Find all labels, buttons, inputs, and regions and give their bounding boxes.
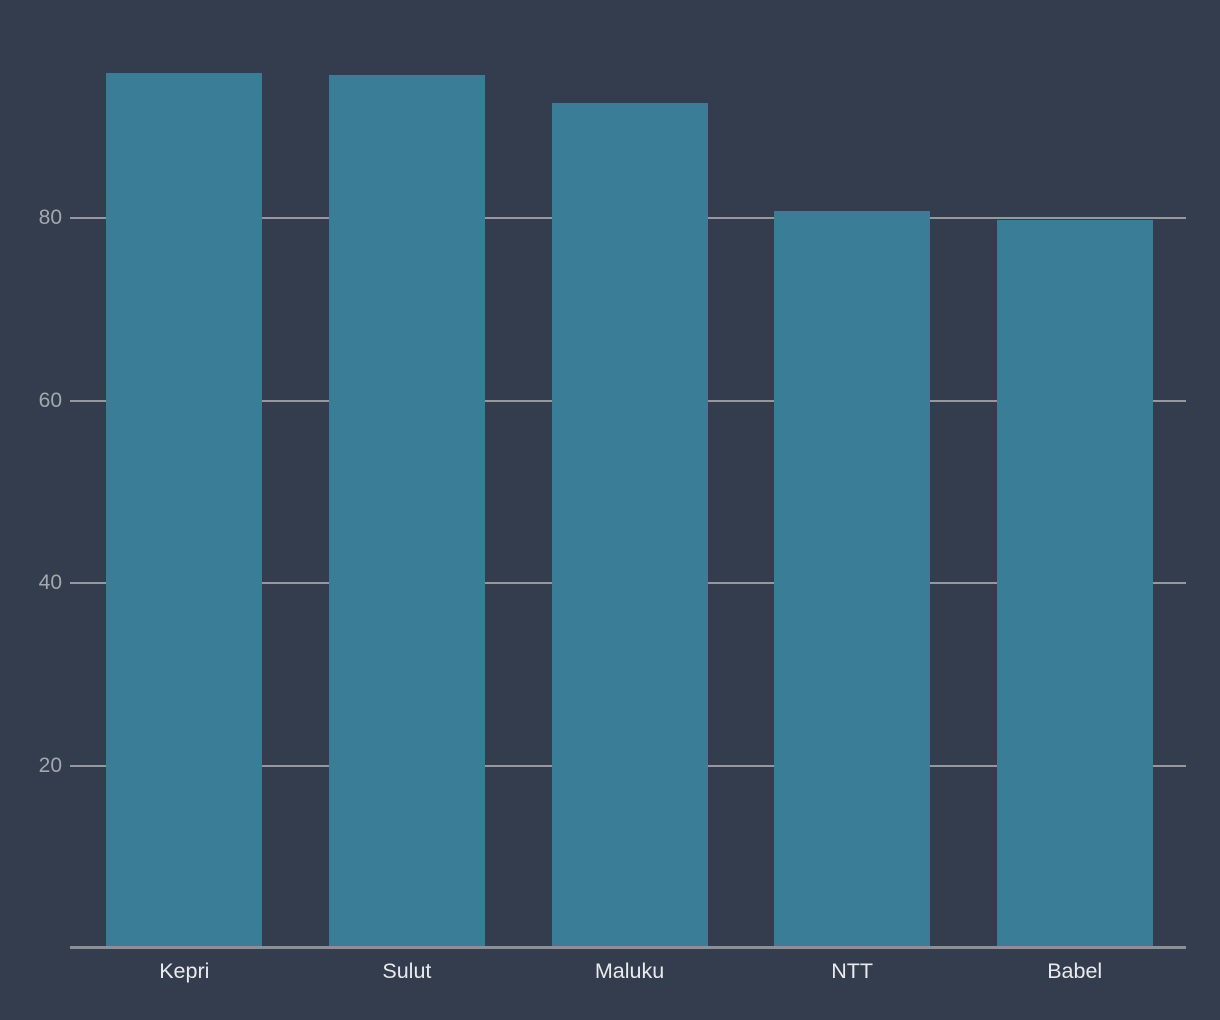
- x-category-label-kepri: Kepri: [159, 959, 210, 983]
- y-tick-label: 20: [38, 753, 62, 777]
- x-category-label-ntt: NTT: [831, 959, 873, 983]
- y-tick-label: 60: [38, 388, 62, 412]
- y-tick-label: 40: [38, 571, 62, 594]
- bar-ntt: [774, 210, 931, 948]
- x-category-label-sulut: Sulut: [382, 959, 432, 983]
- x-category-label-maluku: Maluku: [594, 959, 665, 983]
- x-category-label-babel: Babel: [1047, 959, 1103, 983]
- bar-maluku: [551, 103, 708, 948]
- bar-babel: [996, 219, 1153, 948]
- bar-sulut: [328, 74, 485, 948]
- y-tick-label: 80: [38, 206, 62, 229]
- bar-kepri: [106, 72, 263, 948]
- x-axis-line: [70, 946, 1186, 949]
